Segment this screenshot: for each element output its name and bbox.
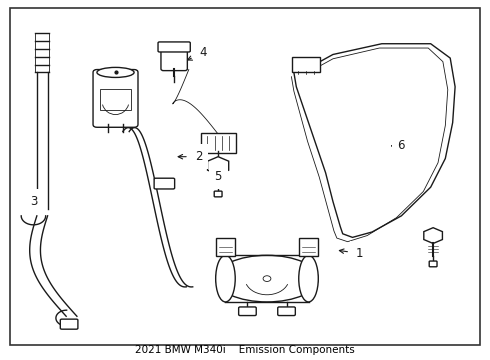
Ellipse shape [216,255,235,302]
FancyBboxPatch shape [239,307,256,316]
Ellipse shape [97,67,134,77]
Ellipse shape [216,255,318,302]
FancyBboxPatch shape [200,133,236,153]
FancyBboxPatch shape [292,57,320,72]
Text: 3: 3 [30,195,39,208]
FancyBboxPatch shape [216,238,235,256]
FancyBboxPatch shape [158,42,190,52]
FancyBboxPatch shape [100,89,131,110]
FancyBboxPatch shape [93,69,138,127]
FancyBboxPatch shape [299,238,318,256]
FancyBboxPatch shape [214,191,222,197]
Text: 2021 BMW M340i    Emission Components: 2021 BMW M340i Emission Components [135,345,355,355]
Circle shape [263,276,271,282]
Ellipse shape [299,255,318,302]
Text: 4: 4 [188,46,207,60]
Text: 1: 1 [340,247,364,260]
Text: 6: 6 [392,139,405,152]
FancyBboxPatch shape [161,45,187,71]
FancyBboxPatch shape [60,319,78,329]
Text: 5: 5 [213,170,222,183]
FancyBboxPatch shape [278,307,295,316]
FancyBboxPatch shape [154,178,174,189]
FancyBboxPatch shape [429,261,437,267]
Text: 2: 2 [178,150,202,163]
